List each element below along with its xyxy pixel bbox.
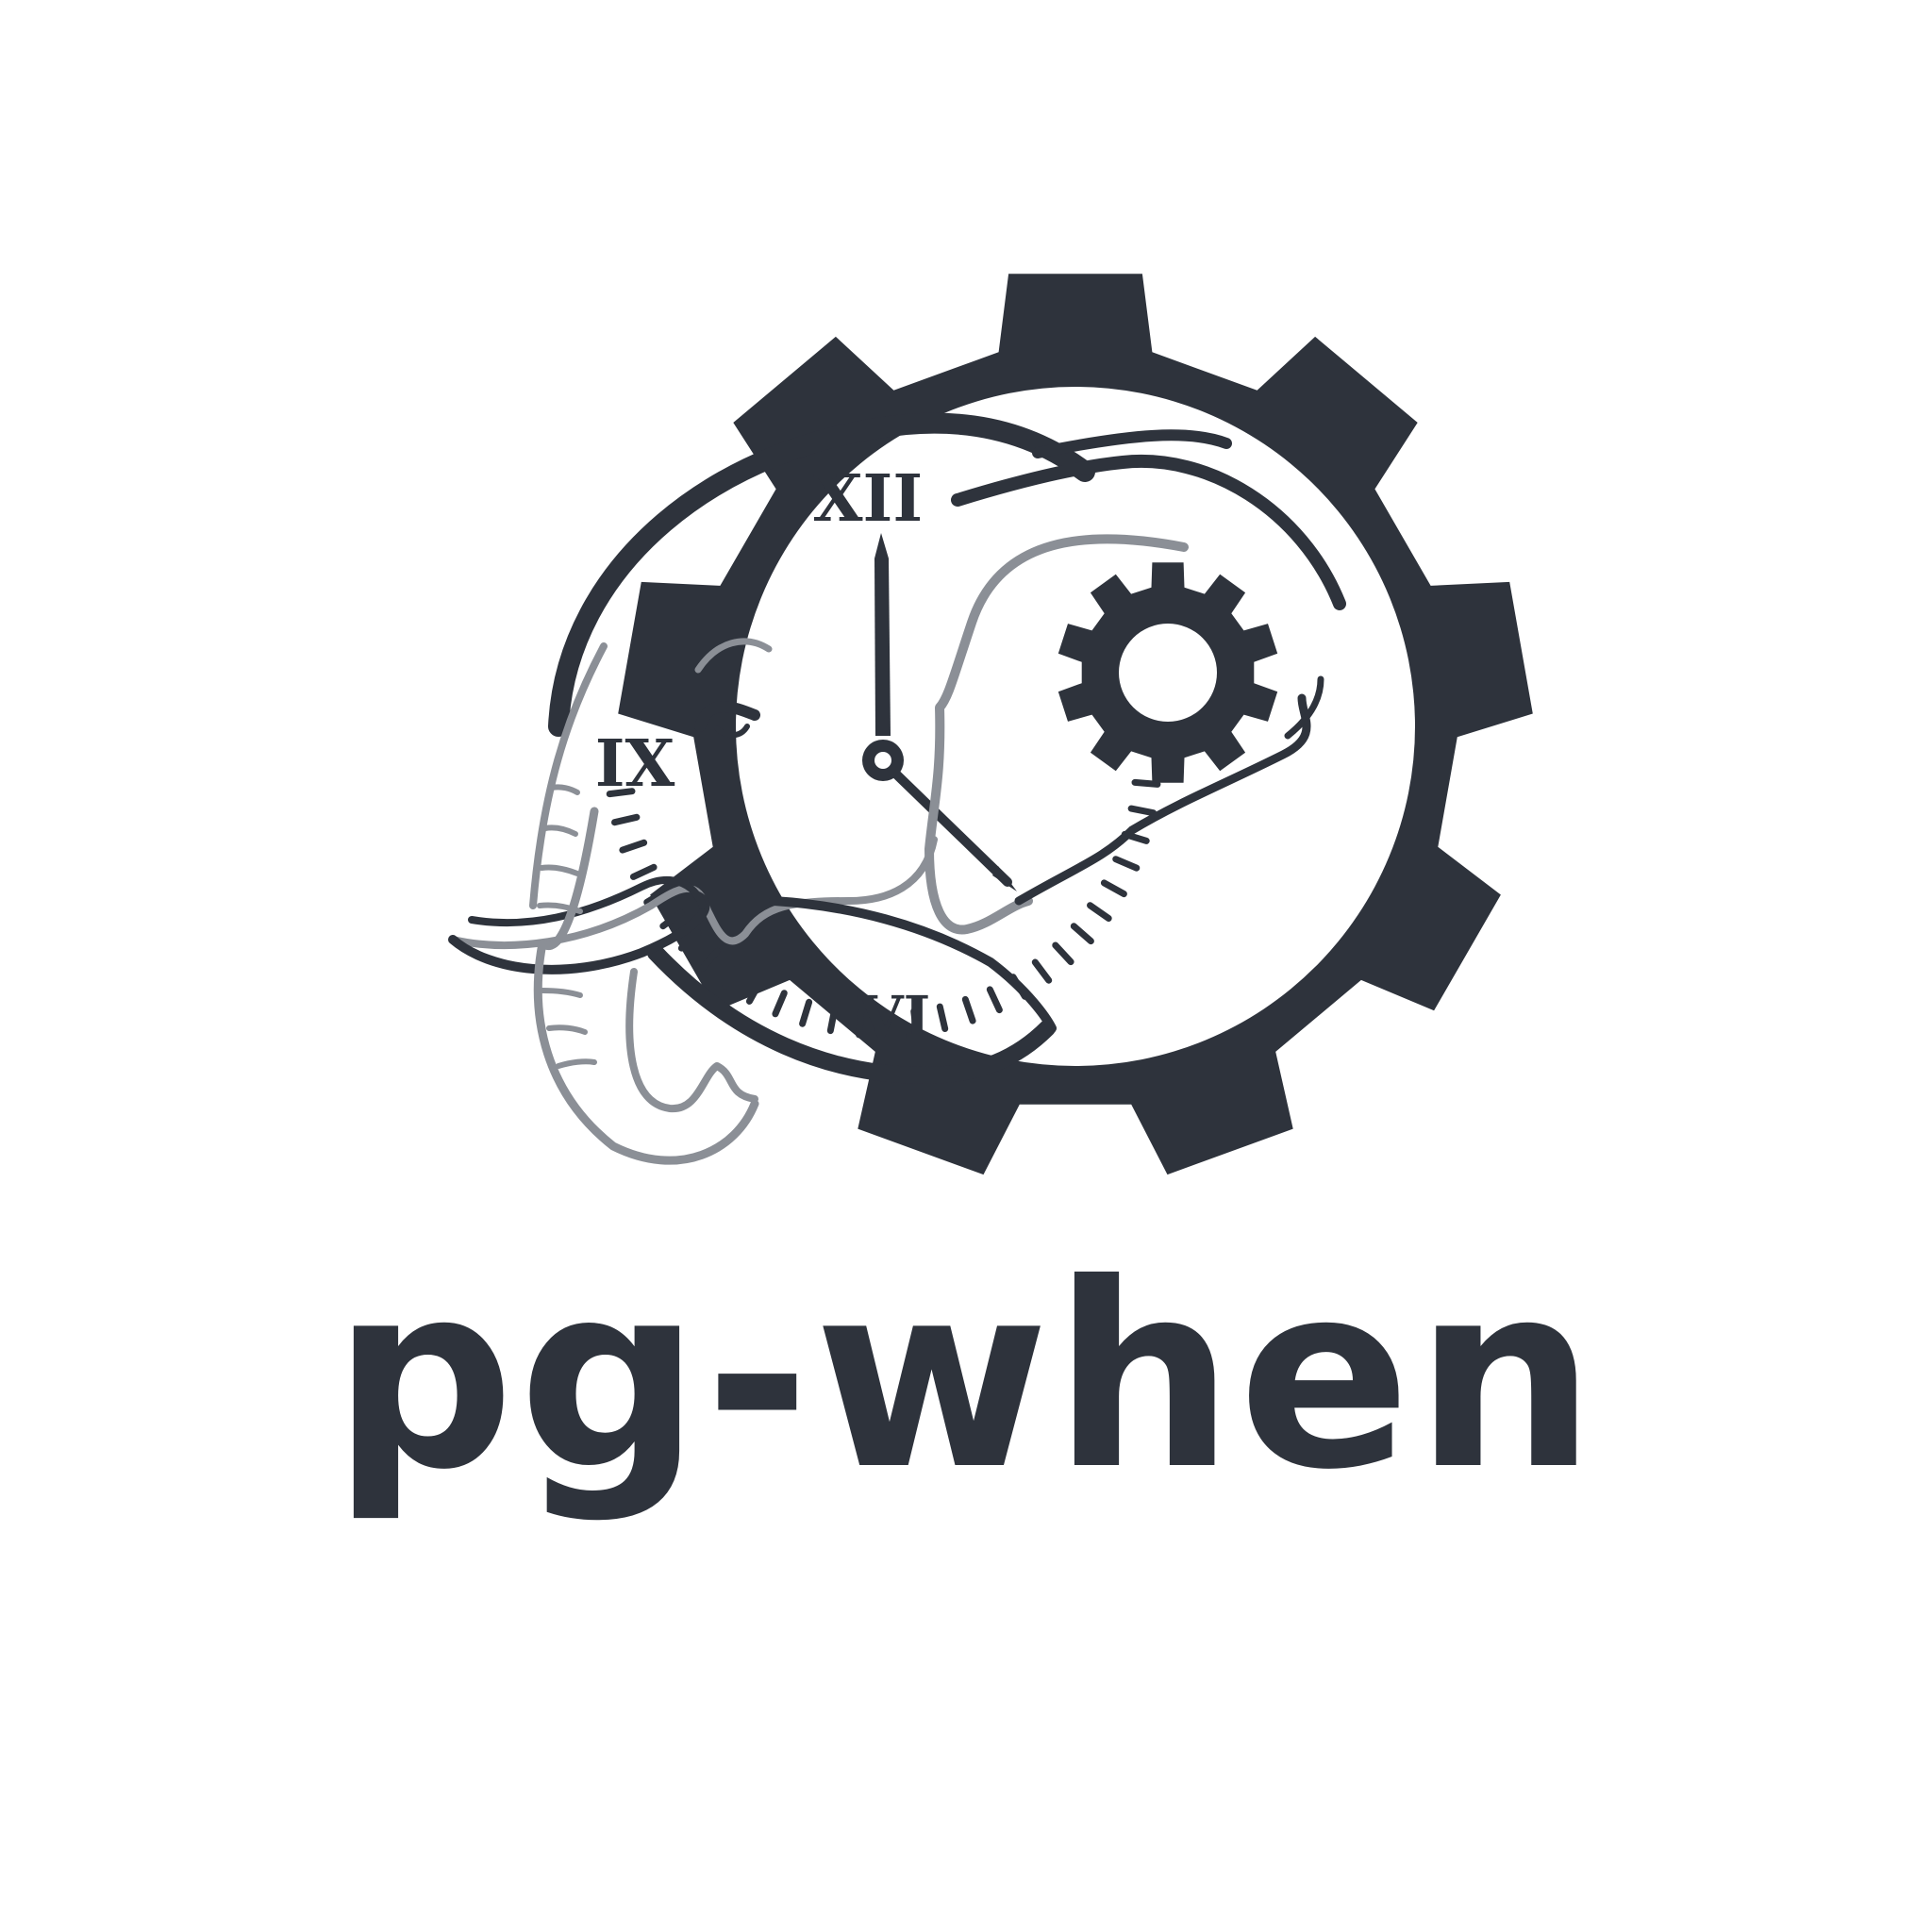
numeral-nine: IX xyxy=(595,726,675,802)
numeral-six: VI xyxy=(857,983,930,1052)
small-gear-icon xyxy=(1058,562,1278,783)
gear-icon xyxy=(618,274,1533,1175)
elephant-icon xyxy=(448,534,1324,1165)
clock-icon: XII IX VI xyxy=(548,412,1346,1085)
clock-hands xyxy=(862,533,1017,891)
numeral-twelve: XII xyxy=(813,461,923,537)
logo-wordmark: pg-when xyxy=(332,1228,1600,1525)
